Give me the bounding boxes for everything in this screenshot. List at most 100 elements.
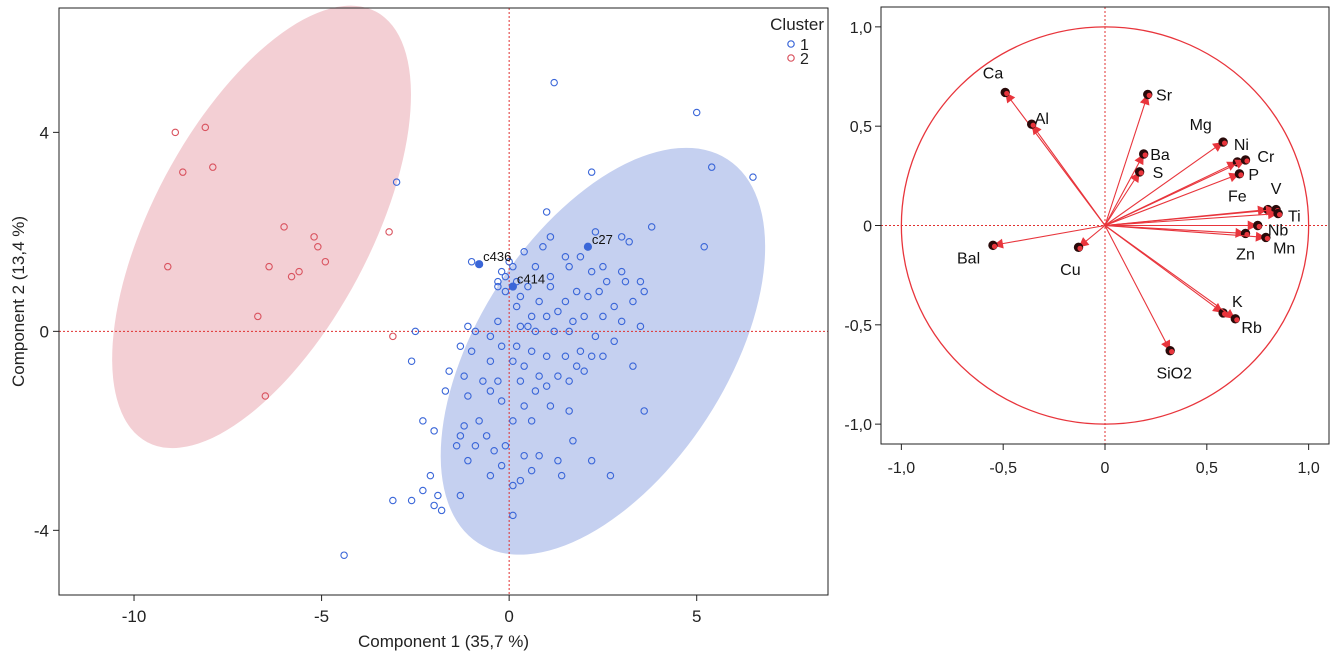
loading-label-Fe: Fe bbox=[1228, 189, 1247, 206]
point-cluster-1 bbox=[460, 422, 468, 430]
point-cluster-1 bbox=[516, 292, 525, 301]
point-cluster-2 bbox=[321, 257, 330, 266]
point-cluster-1 bbox=[434, 491, 442, 500]
vector-Rb bbox=[1104, 225, 1236, 320]
point-cluster-2 bbox=[254, 312, 262, 321]
y-axis-ticks: 1,0 0,5 0 -0,5 -1,0 bbox=[844, 20, 881, 434]
loading-label-Nb: Nb bbox=[1268, 222, 1289, 239]
y-axis-label: Component 2 (13,4 %) bbox=[9, 216, 28, 387]
point-cluster-1 bbox=[430, 427, 438, 435]
arrowhead-Ti bbox=[1267, 209, 1279, 220]
point-cluster-1 bbox=[441, 387, 450, 395]
point-cluster-1 bbox=[501, 287, 510, 296]
point-cluster-1 bbox=[599, 312, 607, 321]
point-cluster-1 bbox=[509, 481, 517, 490]
y-tick-label: 0,5 bbox=[850, 119, 872, 136]
point-cluster-1 bbox=[479, 377, 487, 385]
x-tick-label: -1,0 bbox=[888, 460, 916, 477]
point-cluster-1 bbox=[486, 332, 495, 341]
point-cluster-1 bbox=[411, 327, 420, 336]
point-cluster-1 bbox=[407, 357, 416, 365]
point-cluster-1 bbox=[520, 248, 528, 256]
vector-V bbox=[1104, 209, 1277, 227]
loading-point-fill-Ba bbox=[1142, 152, 1148, 158]
x-tick-label: -10 bbox=[122, 607, 147, 626]
loading-point-fill-Nb bbox=[1256, 223, 1262, 230]
point-cluster-1 bbox=[591, 228, 600, 236]
y-tick-label: 0 bbox=[40, 322, 49, 341]
loading-point-fill-SiO2 bbox=[1169, 349, 1175, 355]
point-cluster-1 bbox=[501, 442, 510, 450]
point-cluster-2 bbox=[164, 262, 172, 271]
x-tick-label: 0,5 bbox=[1196, 460, 1218, 477]
point-cluster-2 bbox=[209, 163, 217, 171]
loading-label-Ni: Ni bbox=[1234, 137, 1249, 154]
point-cluster-1 bbox=[700, 243, 708, 251]
loading-vectors bbox=[988, 87, 1283, 356]
loading-label-Bal: Bal bbox=[957, 250, 980, 267]
loading-label-Rb: Rb bbox=[1241, 320, 1262, 337]
legend-label-cluster-1: 1 bbox=[800, 37, 809, 54]
point-cluster-1 bbox=[509, 511, 517, 520]
y-tick-label: -1,0 bbox=[844, 417, 872, 434]
x-tick-label: 0 bbox=[504, 607, 513, 626]
point-cluster-1 bbox=[340, 551, 348, 559]
x-tick-label: -5 bbox=[314, 607, 329, 626]
point-cluster-1 bbox=[602, 277, 611, 286]
point-cluster-1 bbox=[617, 267, 626, 276]
point-cluster-1 bbox=[584, 292, 592, 301]
point-cluster-1 bbox=[561, 297, 570, 306]
loading-point-fill-Mg bbox=[1222, 140, 1228, 146]
vector-Ba bbox=[1104, 153, 1145, 226]
point-cluster-1 bbox=[565, 327, 573, 336]
point-cluster-1 bbox=[512, 302, 521, 311]
point-cluster-1 bbox=[554, 307, 562, 316]
point-cluster-2 bbox=[171, 128, 180, 137]
point-cluster-1 bbox=[509, 417, 517, 425]
point-cluster-1 bbox=[636, 277, 645, 286]
loading-label-Ca: Ca bbox=[983, 66, 1004, 83]
point-cluster-1 bbox=[625, 238, 633, 246]
point-cluster-1 bbox=[516, 322, 525, 331]
point-cluster-1 bbox=[576, 347, 585, 355]
vector-Ti bbox=[1104, 213, 1279, 227]
y-tick-label: 1,0 bbox=[850, 20, 872, 37]
point-cluster-1 bbox=[482, 432, 491, 440]
loading-point-fill-S bbox=[1138, 170, 1144, 176]
x-tick-label: 1,0 bbox=[1298, 460, 1320, 477]
loading-label-K: K bbox=[1232, 294, 1243, 311]
x-axis-ticks: -10 -5 0 5 bbox=[122, 595, 701, 626]
point-cluster-1 bbox=[497, 397, 506, 405]
point-cluster-1 bbox=[531, 387, 540, 395]
point-cluster-1 bbox=[494, 277, 502, 286]
point-cluster-1 bbox=[471, 442, 480, 450]
loading-point-fill-Ca bbox=[1004, 90, 1010, 97]
legend-label-cluster-2: 2 bbox=[800, 51, 809, 68]
point-cluster-1 bbox=[494, 317, 502, 326]
loading-label-Ba: Ba bbox=[1150, 147, 1170, 164]
point-cluster-1 bbox=[640, 407, 648, 415]
point-cluster-1 bbox=[494, 282, 502, 291]
cluster-ellipses bbox=[112, 5, 766, 555]
point-cluster-2 bbox=[287, 272, 296, 281]
point-cluster-2 bbox=[261, 392, 270, 400]
loading-label-Cr: Cr bbox=[1257, 149, 1275, 166]
point-cluster-1 bbox=[587, 267, 596, 276]
point-cluster-1 bbox=[512, 277, 521, 286]
point-cluster-1 bbox=[464, 392, 472, 400]
point-cluster-1 bbox=[501, 272, 510, 281]
point-cluster-1 bbox=[464, 322, 472, 331]
loading-label-Mn: Mn bbox=[1273, 240, 1295, 257]
y-axis-ticks: -4 0 4 bbox=[34, 123, 59, 540]
point-cluster-1 bbox=[497, 461, 506, 470]
loading-point-fill-P bbox=[1238, 172, 1244, 178]
vector-Sr bbox=[1104, 94, 1149, 226]
highlighted-point-c436 bbox=[475, 260, 484, 269]
point-cluster-1 bbox=[445, 367, 453, 375]
point-cluster-1 bbox=[576, 252, 585, 261]
point-cluster-1 bbox=[524, 322, 532, 331]
point-cluster-1 bbox=[542, 208, 551, 216]
